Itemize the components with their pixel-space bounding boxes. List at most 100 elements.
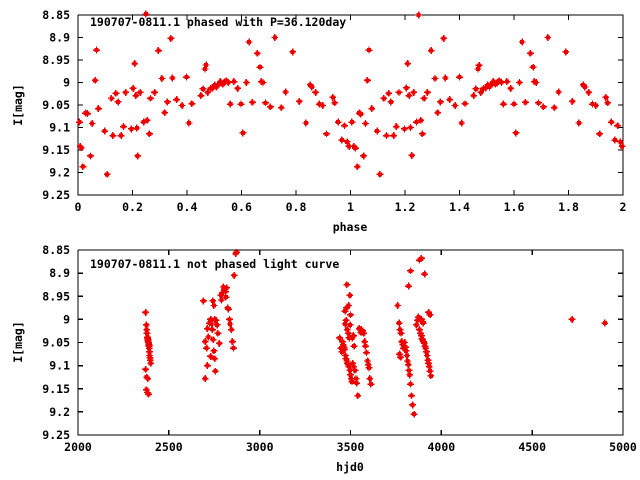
data-point	[397, 90, 401, 95]
data-point-nub	[399, 353, 402, 356]
data-point	[586, 90, 591, 95]
data-point-nub	[336, 337, 338, 339]
data-point-nub	[579, 84, 582, 86]
data-point-nub	[348, 283, 351, 286]
data-point-nub	[150, 342, 153, 345]
data-point-nub	[211, 357, 213, 360]
data-point-nub	[352, 337, 355, 339]
data-point-nub	[618, 145, 621, 148]
data-point	[425, 90, 430, 95]
data-point-nub	[212, 297, 214, 299]
data-point-nub	[407, 282, 410, 285]
data-point-nub	[341, 353, 343, 356]
data-point	[235, 86, 240, 91]
data-point	[590, 102, 595, 107]
data-point-nub	[150, 340, 152, 343]
data-point-nub	[409, 380, 412, 383]
data-point-nub	[408, 366, 410, 369]
data-point-nub	[359, 334, 362, 336]
data-point	[201, 298, 206, 303]
data-point-nub	[616, 122, 619, 124]
data-point	[407, 372, 412, 377]
data-point	[422, 272, 427, 277]
data-point-nub	[170, 40, 172, 42]
data-point	[121, 124, 126, 129]
data-point-nub	[457, 104, 459, 107]
data-point	[146, 392, 151, 397]
data-point-nub	[413, 94, 415, 96]
data-point-nub	[417, 334, 420, 337]
data-point	[215, 322, 220, 327]
data-point-nub	[418, 324, 420, 326]
data-point-nub	[426, 89, 429, 91]
data-point-nub	[395, 91, 398, 94]
data-point-nub	[370, 380, 372, 383]
data-point	[404, 85, 409, 90]
data-point-nub	[428, 363, 431, 365]
data-point	[93, 78, 98, 83]
data-point-nub	[183, 76, 185, 78]
data-point	[603, 95, 608, 100]
data-point-nub	[358, 109, 360, 112]
data-point	[152, 90, 157, 95]
data-point	[347, 293, 352, 298]
data-point-nub	[256, 55, 259, 57]
data-point-nub	[482, 87, 484, 89]
data-point-nub	[486, 86, 488, 88]
data-point	[180, 103, 185, 108]
data-point-nub	[437, 109, 439, 111]
data-point-nub	[351, 294, 354, 297]
data-point-nub	[423, 340, 425, 342]
data-point-nub	[148, 135, 151, 138]
data-point	[134, 125, 139, 130]
data-point-nub	[354, 144, 357, 147]
data-point-nub	[464, 100, 466, 102]
data-point	[94, 48, 99, 53]
data-point	[618, 139, 623, 144]
data-point	[495, 80, 500, 85]
data-point-nub	[596, 133, 598, 135]
data-point-nub	[236, 84, 239, 87]
data-point-nub	[498, 81, 500, 84]
data-point-nub	[343, 351, 346, 353]
data-point-nub	[232, 103, 234, 105]
data-point-nub	[351, 118, 353, 121]
data-point	[145, 118, 150, 123]
data-point	[411, 90, 416, 95]
data-point	[220, 290, 225, 295]
data-point-nub	[130, 130, 133, 133]
data-point-nub	[369, 375, 371, 377]
data-point-nub	[211, 84, 213, 86]
data-point-nub	[420, 332, 423, 334]
data-point-nub	[352, 332, 355, 334]
data-point-nub	[216, 357, 219, 360]
data-point-nub	[427, 359, 430, 362]
data-point-nub	[207, 355, 209, 358]
data-point-nub	[422, 332, 425, 334]
data-point-nub	[362, 113, 365, 115]
data-point-nub	[419, 329, 422, 332]
data-point-nub	[136, 124, 138, 126]
data-point-nub	[562, 51, 564, 53]
data-point-nub	[215, 89, 218, 91]
data-point-nub	[313, 86, 316, 88]
data-point	[478, 90, 483, 95]
data-point-nub	[415, 91, 418, 94]
y-tick-label: 9.1	[49, 359, 70, 373]
data-point	[377, 172, 382, 177]
data-point-nub	[524, 41, 526, 43]
data-point	[341, 342, 346, 347]
data-point-nub	[115, 89, 117, 92]
data-point-nub	[484, 84, 486, 86]
data-point	[419, 317, 424, 322]
data-point-nub	[122, 91, 124, 94]
data-point	[109, 96, 114, 101]
data-point	[213, 369, 218, 374]
data-point-nub	[400, 335, 402, 337]
data-point	[340, 339, 345, 344]
data-point-nub	[421, 135, 424, 138]
data-point-nub	[222, 86, 224, 88]
data-point-nub	[236, 274, 238, 277]
data-point-nub	[426, 273, 429, 275]
data-point-nub	[235, 248, 238, 251]
